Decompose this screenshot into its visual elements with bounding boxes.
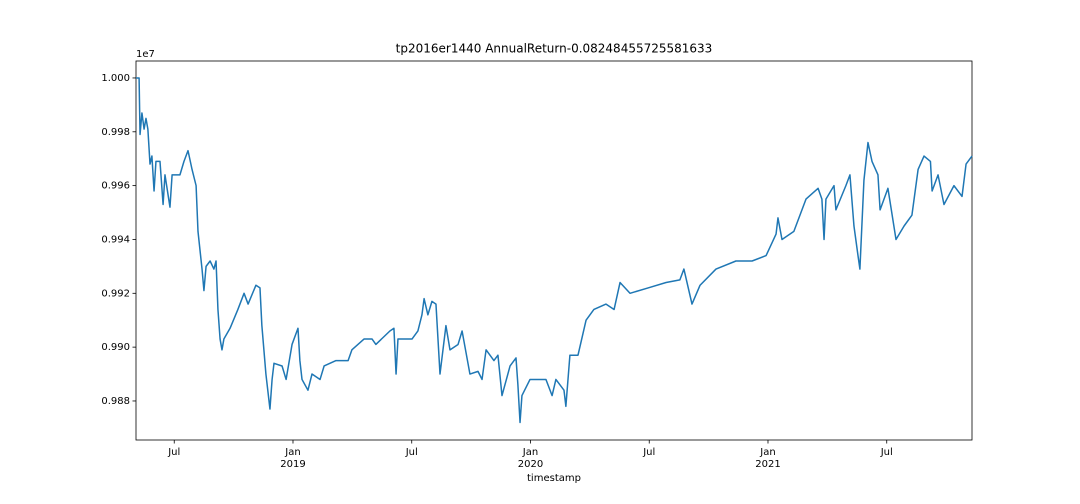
x-tick-label: Jan 2021 xyxy=(755,447,780,470)
y-tick-label: 1.000 xyxy=(101,73,130,84)
x-tick-label: Jul xyxy=(880,447,893,458)
chart-title: tp2016er1440 AnnualReturn-0.082484557255… xyxy=(396,42,713,56)
x-tick-label: Jul xyxy=(642,447,655,458)
line-series xyxy=(136,77,973,424)
y-tick-label: 0.998 xyxy=(101,127,130,138)
x-axis-label: timestamp xyxy=(527,473,581,484)
plot-frame xyxy=(135,60,973,441)
y-tick-label: 0.996 xyxy=(101,181,130,192)
x-tick-label: Jul xyxy=(405,447,418,458)
x-tick-label: Jan 2020 xyxy=(518,447,543,470)
y-offset-label: 1e7 xyxy=(136,49,155,60)
y-tick-label: 0.990 xyxy=(101,342,130,353)
y-tick-label: 0.988 xyxy=(101,396,130,407)
y-tick-label: 0.992 xyxy=(101,288,130,299)
x-tick-label: Jan 2019 xyxy=(280,447,305,470)
x-tick-label: Jul xyxy=(167,447,180,458)
y-tick-label: 0.994 xyxy=(101,234,130,245)
